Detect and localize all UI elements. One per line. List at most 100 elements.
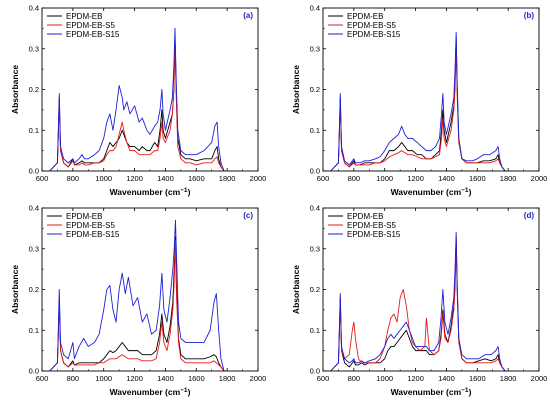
series-line-2 [49, 240, 225, 372]
y-tick-label: 0.4 [29, 4, 39, 13]
x-axis-label-main: Wavenumber (cm [110, 187, 181, 197]
chart-panel-3: 600 800 1000 1200 1400 1600 1800 2000 0.0 0.1 0.2 0… [10, 204, 266, 397]
x-tick-label: 1000 [376, 174, 393, 183]
x-tick-label: 1400 [438, 174, 455, 183]
y-axis-label: Absorbance [291, 265, 301, 314]
x-tick-label: 1600 [469, 374, 486, 383]
x-tick-label: 1800 [219, 374, 236, 383]
legend-entry: EPDM-EB-S5 [347, 21, 396, 30]
x-tick-label: 1800 [500, 374, 517, 383]
x-axis-label-main: Wavenumber (cm [110, 387, 181, 397]
y-tick-label: 0.0 [29, 367, 39, 376]
y-tick-label: 0.3 [310, 44, 320, 53]
series-line-1 [49, 36, 225, 172]
x-tick-label: 1400 [438, 374, 455, 383]
series-line-2 [49, 40, 225, 172]
y-tick-label: 0.4 [29, 204, 39, 213]
legend-entry: EPDM-EB-S5 [347, 221, 396, 230]
y-tick-label: 0.0 [310, 367, 320, 376]
x-axis-label: Wavenumber (cm−1) [110, 387, 191, 397]
legend-entry: EPDM-EB-S15 [347, 30, 401, 39]
x-tick-label: 1400 [157, 174, 174, 183]
legend-entry: EPDM-EB-S5 [66, 221, 115, 230]
x-tick-label: 1600 [469, 174, 486, 183]
legend-entry: EPDM-EB [347, 212, 383, 221]
x-tick-label: 2000 [250, 374, 267, 383]
legend-entry: EPDM-EB-S15 [347, 230, 401, 239]
panel-label: (d) [524, 211, 535, 220]
x-tick-label: 2000 [531, 374, 548, 383]
series-line-3 [49, 27, 225, 172]
y-tick-label: 0.2 [310, 285, 320, 294]
y-tick-label: 0.4 [310, 204, 320, 213]
x-axis-label: Wavenumber (cm−1) [110, 187, 191, 197]
legend-entry: EPDM-EB-S15 [66, 230, 120, 239]
x-axis-label-main: Wavenumber (cm [391, 387, 462, 397]
x-tick-label: 1200 [407, 174, 424, 183]
x-axis-label-suffix: ) [188, 187, 191, 197]
x-tick-label: 800 [348, 174, 361, 183]
x-tick-label: 800 [67, 174, 80, 183]
series-line-3 [49, 219, 225, 372]
y-tick-label: 0.1 [29, 326, 39, 335]
x-tick-label: 600 [36, 374, 49, 383]
chart-panel-1: 600 800 1000 1200 1400 1600 1800 2000 0.0 0.1 0.2 0… [10, 4, 266, 197]
x-tick-label: 1200 [126, 174, 143, 183]
series-line-2 [330, 240, 506, 372]
y-tick-label: 0.0 [29, 167, 39, 176]
x-tick-label: 2000 [531, 174, 548, 183]
legend-entry: EPDM-EB [66, 212, 102, 221]
x-tick-label: 1800 [500, 174, 517, 183]
panel-label: (a) [243, 11, 253, 20]
y-tick-label: 0.0 [310, 167, 320, 176]
series-line-3 [330, 32, 506, 172]
series-line-1 [330, 36, 506, 172]
x-axis-label-superscript: −1 [180, 187, 188, 194]
series-line-3 [330, 232, 506, 372]
y-tick-label: 0.3 [310, 244, 320, 253]
panel-label: (b) [524, 11, 535, 20]
y-axis-label: Absorbance [10, 65, 20, 114]
y-tick-label: 0.2 [29, 85, 39, 94]
x-tick-label: 1400 [157, 374, 174, 383]
x-tick-label: 1600 [188, 374, 205, 383]
x-tick-label: 600 [36, 174, 49, 183]
x-tick-label: 1600 [188, 174, 205, 183]
x-tick-label: 1000 [376, 374, 393, 383]
y-tick-label: 0.2 [29, 285, 39, 294]
y-tick-label: 0.3 [29, 44, 39, 53]
x-axis-label-main: Wavenumber (cm [391, 187, 462, 197]
y-tick-label: 0.4 [310, 4, 320, 13]
series-line-2 [330, 44, 506, 172]
x-tick-label: 1000 [95, 374, 112, 383]
series-line-1 [49, 236, 225, 372]
x-tick-label: 2000 [250, 174, 267, 183]
x-axis-label: Wavenumber (cm−1) [391, 187, 472, 197]
x-axis-label-superscript: −1 [180, 387, 188, 394]
x-axis-label-suffix: ) [469, 187, 472, 197]
x-axis-label-suffix: ) [469, 387, 472, 397]
x-axis-label: Wavenumber (cm−1) [391, 387, 472, 397]
y-tick-label: 0.3 [29, 244, 39, 253]
legend-entry: EPDM-EB-S15 [66, 30, 120, 39]
x-tick-label: 800 [67, 374, 80, 383]
legend-entry: EPDM-EB-S5 [66, 21, 115, 30]
x-tick-label: 1800 [219, 174, 236, 183]
x-tick-label: 1200 [126, 374, 143, 383]
x-tick-label: 1200 [407, 374, 424, 383]
x-axis-label-superscript: −1 [461, 387, 469, 394]
x-axis-label-superscript: −1 [461, 187, 469, 194]
x-tick-label: 800 [348, 374, 361, 383]
x-tick-label: 1000 [95, 174, 112, 183]
y-tick-label: 0.1 [310, 126, 320, 135]
y-tick-label: 0.1 [29, 126, 39, 135]
x-tick-label: 600 [317, 174, 330, 183]
y-axis-label: Absorbance [291, 65, 301, 114]
chart-panel-2: 600 800 1000 1200 1400 1600 1800 2000 0.0 0.1 0.2 0… [291, 4, 547, 197]
x-tick-label: 600 [317, 374, 330, 383]
legend-entry: EPDM-EB [347, 12, 383, 21]
legend-entry: EPDM-EB [66, 12, 102, 21]
panel-label: (c) [243, 211, 253, 220]
